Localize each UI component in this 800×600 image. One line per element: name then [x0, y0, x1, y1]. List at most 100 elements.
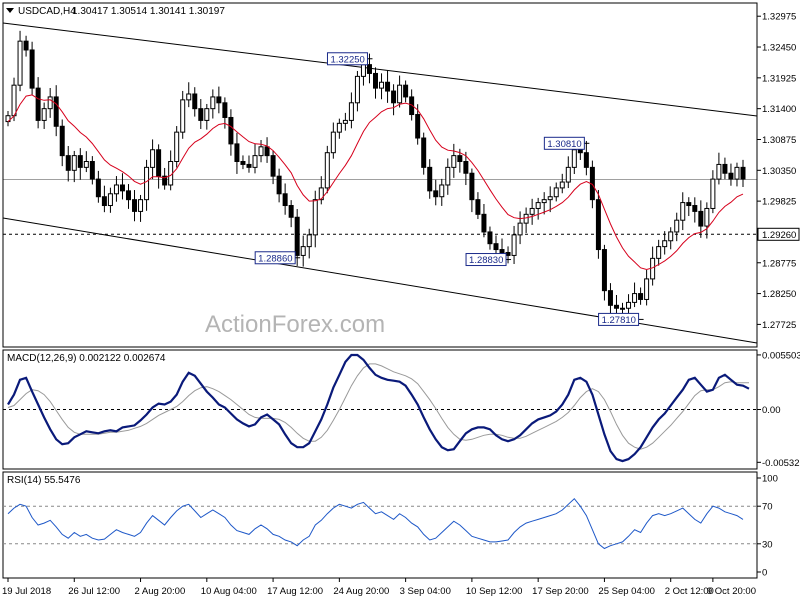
price-tick-label: 1.32450	[762, 43, 796, 54]
candle-body	[680, 202, 686, 221]
time-tick-label: 25 Sep 04:00	[598, 586, 655, 597]
candle-body	[192, 93, 198, 110]
candle-body	[318, 187, 324, 201]
dropdown-arrow-icon[interactable]	[6, 8, 14, 13]
candle-body	[626, 301, 632, 309]
time-tick-label: 9 Oct 20:00	[707, 586, 756, 597]
annotation-label: 1.28830	[469, 255, 503, 266]
price-panel-frame	[2, 2, 758, 348]
candle-body	[613, 304, 619, 309]
candle-body	[728, 172, 734, 180]
candle-body	[469, 172, 475, 201]
candle-body	[427, 166, 433, 192]
candle-body	[222, 102, 228, 118]
candle-body	[373, 72, 378, 89]
candle-body	[107, 193, 113, 207]
candle-body	[240, 160, 246, 165]
candle-body	[23, 40, 29, 51]
macd-title: MACD(12,26,9) 0.002122 0.002674	[7, 353, 166, 364]
candle-body	[156, 149, 162, 177]
candle-body	[505, 251, 511, 256]
candle-body	[348, 102, 354, 121]
header-symbol: USDCAD,H4	[18, 6, 76, 17]
candle-body	[65, 155, 71, 171]
annotation-label: 1.28860	[258, 253, 292, 264]
candle-body	[360, 64, 366, 77]
candle-body	[632, 293, 638, 303]
rsi-tick-label: 0	[762, 568, 767, 579]
candle-body	[716, 163, 722, 180]
candle-body	[553, 187, 559, 198]
candle-body	[511, 234, 517, 256]
time-tick-label: 10 Sep 12:00	[466, 586, 523, 597]
candle-body	[210, 96, 216, 110]
candle-body	[668, 231, 674, 242]
price-tick-label: 1.30875	[762, 135, 796, 146]
rsi-axis-ticks: 100 70 30 0	[757, 474, 778, 579]
candle-body	[529, 207, 535, 215]
time-tick-label: 2 Oct 12:00	[665, 586, 714, 597]
candle-body	[17, 40, 23, 86]
macd-panel-frame	[2, 349, 758, 470]
candle-body	[409, 96, 415, 116]
rsi-tick-label: 70	[762, 502, 773, 513]
rsi-panel: 100 70 30 0 RSI(14) 55.5476	[2, 471, 778, 579]
candle-body	[29, 49, 35, 89]
candle-body	[83, 160, 89, 168]
candle-body	[583, 152, 589, 168]
macd-tick-label: -0.005326	[762, 458, 800, 469]
candle-body	[571, 149, 577, 168]
candle-body	[306, 234, 312, 248]
price-tick-label: 1.27725	[762, 320, 796, 331]
rsi-panel-frame	[2, 471, 758, 579]
candle-body	[186, 93, 192, 101]
candle-body	[565, 166, 571, 183]
candle-body	[379, 81, 385, 89]
candle-body	[336, 122, 342, 133]
candle-body	[662, 240, 668, 248]
candle-body	[228, 116, 234, 145]
time-tick-label: 19 Jul 2018	[2, 586, 51, 597]
moving-average-line	[7, 94, 744, 271]
candle-body	[541, 199, 547, 204]
candle-body	[204, 108, 210, 121]
candle-body	[607, 290, 613, 306]
candle-body	[620, 307, 626, 310]
candle-body	[710, 178, 716, 209]
candle-body	[294, 216, 300, 256]
candle-body	[252, 155, 258, 168]
price-tick-label: 1.29260	[762, 230, 796, 241]
candle-body	[71, 155, 77, 171]
time-tick-label: 24 Aug 20:00	[333, 586, 389, 597]
macd-signal-line	[7, 363, 749, 450]
candle-body	[264, 146, 270, 157]
price-tick-label: 1.32975	[762, 12, 796, 23]
candle-body	[499, 249, 505, 253]
candle-body	[391, 90, 397, 104]
candle-body	[59, 125, 65, 157]
candle-body	[234, 143, 240, 162]
candle-body	[162, 175, 168, 186]
price-tick-label: 1.31400	[762, 104, 796, 115]
candle-body	[686, 202, 692, 207]
watermark: ActionForex.com	[205, 311, 385, 338]
annotation-label: 1.27810	[602, 315, 636, 326]
annotation-box	[465, 253, 507, 267]
macd-axis-ticks: 0.005503 0.00 -0.005326	[757, 350, 800, 469]
price-axis-ticks: 1.32975 1.32450 1.31925 1.31400 1.30875 1.303…	[757, 12, 800, 331]
price-tick-label: 1.28775	[762, 258, 796, 269]
time-tick-label: 17 Sep 20:00	[532, 586, 589, 597]
candle-body	[535, 202, 541, 209]
macd-main-line	[7, 353, 750, 463]
time-tick-label: 10 Aug 04:00	[201, 586, 257, 597]
price-annotations: 1.32250 1.30810 1.28860 1.28830 1.27810	[254, 52, 644, 326]
candle-body	[11, 84, 17, 117]
candle-body	[53, 96, 59, 127]
candle-body	[174, 131, 180, 162]
candle-body	[559, 181, 565, 189]
candle-body	[577, 149, 583, 154]
candle-body	[463, 160, 469, 174]
candle-body	[282, 193, 288, 207]
candle-body	[125, 190, 131, 201]
candle-body	[35, 87, 41, 121]
